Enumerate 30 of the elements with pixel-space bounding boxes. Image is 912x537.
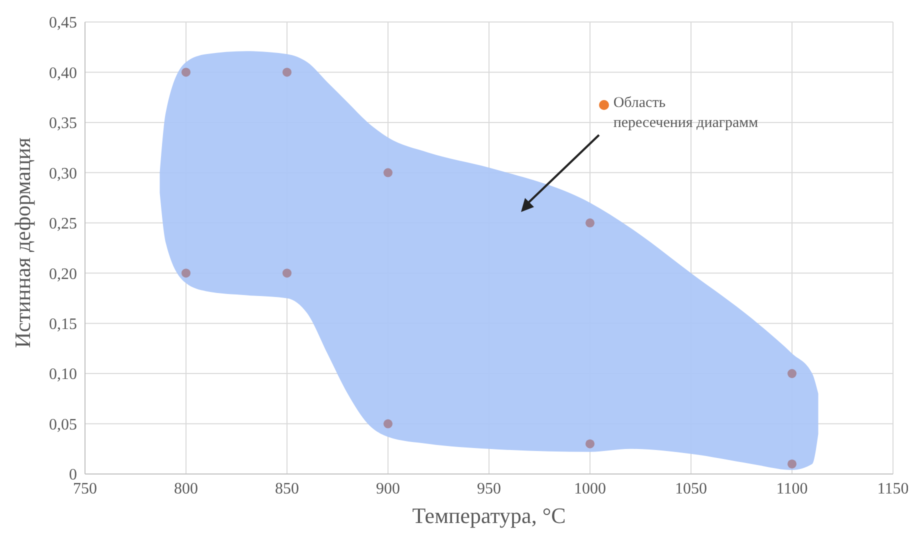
point (383, 168, 393, 178)
y-tick-label: 0,15 (49, 316, 77, 334)
point (181, 268, 191, 278)
y-tick-label: 0,25 (49, 216, 77, 233)
point (585, 439, 595, 448)
x-tick-label: 1100 (776, 480, 808, 498)
x-axis-title: Температура, °C (412, 503, 566, 528)
y-tick-label: 0,40 (49, 64, 77, 82)
x-tick-label: 800 (174, 480, 198, 498)
y-tick-label: 0,45 (49, 14, 77, 32)
point (282, 268, 292, 278)
point (282, 68, 292, 77)
x-tick-label: 1050 (675, 480, 707, 498)
y-tick-label: 0,20 (49, 266, 77, 283)
annotation: Область пересечения диаграмм (613, 94, 758, 133)
x-tick-label: 850 (275, 480, 299, 498)
x-tick-label: 950 (477, 480, 501, 498)
y-tick-label: 0,30 (49, 165, 77, 182)
x-tick-label: 1000 (574, 480, 606, 498)
y-tick-label: 0,05 (49, 416, 77, 434)
point (787, 369, 797, 378)
point (383, 419, 393, 428)
y-axis-title: Истинная деформация (10, 138, 35, 348)
y-tick-label: 0,35 (49, 115, 77, 132)
point (585, 218, 595, 228)
y-tick-label: 0,10 (49, 366, 77, 384)
point (787, 459, 797, 468)
point (181, 68, 191, 77)
x-tick-label: 1150 (877, 480, 909, 498)
x-tick-label: 900 (376, 480, 400, 498)
